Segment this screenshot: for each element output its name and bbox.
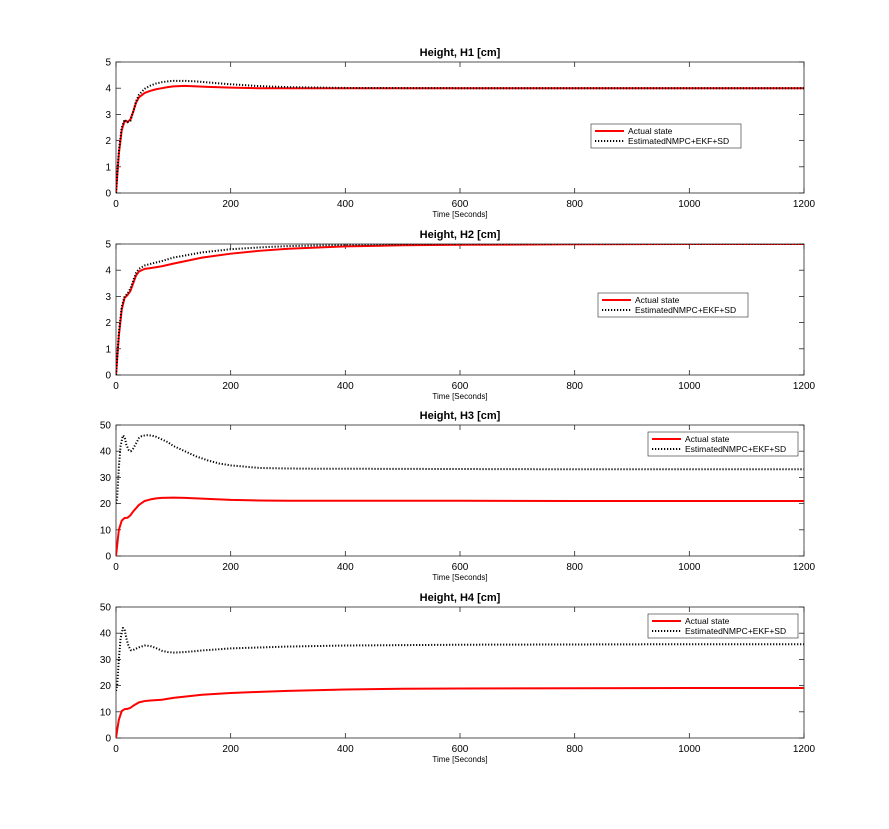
x-tick-label: 0	[113, 562, 119, 573]
legend-label: Actual state	[635, 295, 680, 305]
x-tick-label: 0	[113, 744, 119, 755]
y-tick-label: 2	[105, 136, 111, 147]
y-tick-label: 50	[100, 421, 112, 432]
x-tick-label: 200	[222, 199, 239, 210]
y-tick-label: 5	[105, 240, 111, 251]
x-tick-label: 1200	[793, 381, 816, 392]
x-tick-label: 800	[566, 199, 583, 210]
x-tick-label: 400	[337, 744, 354, 755]
y-tick-label: 30	[100, 473, 112, 484]
legend-label: Actual state	[685, 616, 730, 626]
y-tick-label: 2	[105, 318, 111, 329]
y-tick-label: 30	[100, 655, 112, 666]
x-tick-label: 200	[222, 381, 239, 392]
y-tick-label: 10	[100, 707, 112, 718]
subplot-h2: 0 200 400 600 800 1000 1200 0 1 2 3 4 5 Height, H2 [c…	[105, 229, 815, 401]
series-line-estimated	[116, 244, 804, 375]
y-tick-label: 50	[100, 603, 112, 614]
x-tick-label: 400	[337, 381, 354, 392]
subplot-h1: 0 200 400 600 800 1000 1200 0 1 2 3 4 5 Height, H1 [c…	[105, 47, 815, 219]
legend-label: EstimatedNMPC+EKF+SD	[685, 444, 786, 454]
legend-box	[590, 123, 742, 149]
x-tick-label: 800	[566, 744, 583, 755]
y-tick-label: 5	[105, 58, 111, 69]
chart-title: Height, H3 [cm]	[420, 410, 501, 422]
chart-title: Height, H2 [cm]	[420, 229, 501, 241]
legend-label: EstimatedNMPC+EKF+SD	[635, 305, 736, 315]
x-tick-label: 200	[222, 562, 239, 573]
x-axis-label: Time [Seconds]	[432, 392, 487, 401]
subplot-h4: 0 200 400 600 800 1000 1200 0 10 20 30 40 50 Height, …	[100, 592, 816, 764]
y-tick-label: 0	[105, 734, 111, 745]
y-tick-label: 10	[100, 525, 112, 536]
x-tick-label: 1000	[678, 562, 701, 573]
y-tick-label: 0	[105, 189, 111, 200]
legend-box	[597, 292, 749, 318]
x-tick-label: 200	[222, 744, 239, 755]
legend-label: Actual state	[685, 434, 730, 444]
legend-label: Actual state	[628, 126, 673, 136]
x-axis-label: Time [Seconds]	[432, 210, 487, 219]
x-tick-label: 800	[566, 381, 583, 392]
x-tick-label: 0	[113, 381, 119, 392]
legend-box	[647, 613, 799, 639]
x-tick-label: 600	[452, 199, 469, 210]
series-line-actual	[116, 496, 804, 556]
x-tick-label: 400	[337, 562, 354, 573]
x-axis-label: Time [Seconds]	[432, 755, 487, 764]
y-tick-label: 4	[105, 84, 111, 95]
x-tick-label: 600	[452, 381, 469, 392]
x-tick-label: 1200	[793, 562, 816, 573]
x-tick-label: 1200	[793, 744, 816, 755]
x-tick-label: 800	[566, 562, 583, 573]
x-tick-label: 600	[452, 562, 469, 573]
legend-label: EstimatedNMPC+EKF+SD	[628, 136, 729, 146]
chart-title: Height, H4 [cm]	[420, 592, 501, 604]
y-tick-label: 1	[105, 162, 111, 173]
x-tick-label: 1000	[678, 199, 701, 210]
legend-label: EstimatedNMPC+EKF+SD	[685, 626, 786, 636]
y-tick-label: 40	[100, 447, 112, 458]
y-tick-label: 3	[105, 292, 111, 303]
series-line-actual	[116, 686, 804, 738]
x-axis-label: Time [Seconds]	[432, 573, 487, 582]
y-tick-label: 4	[105, 266, 111, 277]
x-tick-label: 1000	[678, 381, 701, 392]
x-tick-label: 600	[452, 744, 469, 755]
y-tick-label: 40	[100, 629, 112, 640]
subplot-h3: 0 200 400 600 800 1000 1200 0 10 20 30 40 50 Height, …	[100, 410, 816, 582]
legend-box	[647, 431, 799, 457]
y-tick-label: 1	[105, 344, 111, 355]
y-tick-label: 20	[100, 499, 112, 510]
series-line-estimated	[116, 79, 804, 193]
y-tick-label: 20	[100, 681, 112, 692]
x-tick-label: 1200	[793, 199, 816, 210]
y-tick-label: 3	[105, 110, 111, 121]
x-tick-label: 0	[113, 199, 119, 210]
series-line-estimated	[116, 626, 804, 692]
y-tick-label: 0	[105, 552, 111, 563]
x-tick-label: 400	[337, 199, 354, 210]
x-tick-label: 1000	[678, 744, 701, 755]
y-tick-label: 0	[105, 371, 111, 382]
chart-title: Height, H1 [cm]	[420, 47, 501, 59]
